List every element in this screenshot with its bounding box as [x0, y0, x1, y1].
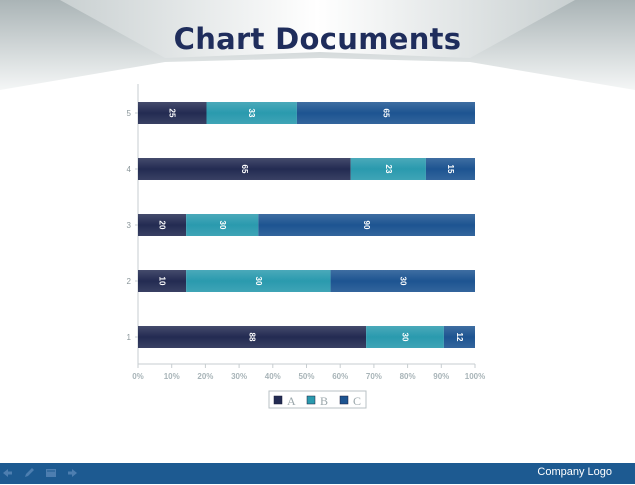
bar-segment-B	[366, 326, 444, 348]
data-label: 23	[384, 165, 393, 174]
data-label: 90	[362, 221, 371, 230]
bar-segment-C	[443, 326, 475, 348]
data-label: 88	[248, 333, 257, 342]
bar-segment-A	[138, 102, 207, 124]
x-tick-label: 90%	[433, 372, 449, 381]
legend-swatch-B	[306, 395, 316, 405]
data-label: 10	[158, 277, 167, 286]
bar-segment-C	[296, 102, 475, 124]
y-tick-label: 1	[127, 333, 132, 342]
x-tick-label: 60%	[332, 372, 348, 381]
x-tick-label: 70%	[366, 372, 382, 381]
bar-segment-B	[206, 102, 297, 124]
data-label: 12	[455, 333, 464, 342]
x-tick-label: 40%	[265, 372, 281, 381]
x-tick-label: 50%	[298, 372, 314, 381]
data-label: 33	[247, 109, 256, 118]
legend-swatch-A	[273, 395, 283, 405]
data-label: 25	[168, 109, 177, 118]
x-tick-label: 100%	[465, 372, 485, 381]
bar-segment-C	[425, 158, 475, 180]
x-tick-label: 0%	[132, 372, 144, 381]
y-tick-label: 2	[127, 277, 132, 286]
data-label: 30	[401, 333, 410, 342]
legend-label: B	[320, 394, 328, 408]
data-label: 30	[398, 277, 407, 286]
legend-swatch-C	[339, 395, 349, 405]
bar-segment-A	[138, 326, 367, 348]
company-logo: Company Logo	[537, 466, 612, 478]
y-tick-label: 3	[127, 221, 132, 230]
x-tick-label: 10%	[164, 372, 180, 381]
data-label: 65	[240, 165, 249, 174]
x-tick-label: 80%	[400, 372, 416, 381]
bar-segment-B	[350, 158, 426, 180]
bar-segment-C	[330, 270, 475, 292]
legend-box	[268, 390, 367, 409]
slides-menu-icon[interactable]	[44, 466, 58, 480]
page-title: Chart Documents	[173, 22, 462, 56]
bar-segment-C	[258, 214, 475, 236]
legend-label: A	[287, 394, 296, 408]
y-tick-label: 4	[127, 165, 132, 174]
nav-controls	[0, 466, 80, 480]
bar-segment-A	[138, 214, 187, 236]
x-tick-label: 20%	[197, 372, 213, 381]
back-arrow-icon[interactable]	[0, 466, 14, 480]
forward-arrow-icon[interactable]	[66, 466, 80, 480]
data-label: 65	[381, 109, 390, 118]
data-label: 15	[446, 165, 455, 174]
stacked-bar-chart: 0% 10% 20% 30% 40% 50% 60% 70% 80% 90% 100% 1 88 30 12…	[127, 84, 485, 409]
bar-segment-A	[138, 158, 351, 180]
data-label: 30	[254, 277, 263, 286]
x-tick-label: 30%	[231, 372, 247, 381]
bar-segment-B	[186, 214, 259, 236]
bottom-bar: Company Logo	[0, 463, 635, 484]
bar-segment-B	[186, 270, 331, 292]
pen-icon[interactable]	[22, 466, 36, 480]
data-label: 20	[158, 221, 167, 230]
data-label: 30	[218, 221, 227, 230]
title-banner	[0, 0, 635, 90]
legend-label: C	[353, 394, 361, 408]
y-tick-label: 5	[127, 109, 132, 118]
bar-segment-A	[138, 270, 187, 292]
